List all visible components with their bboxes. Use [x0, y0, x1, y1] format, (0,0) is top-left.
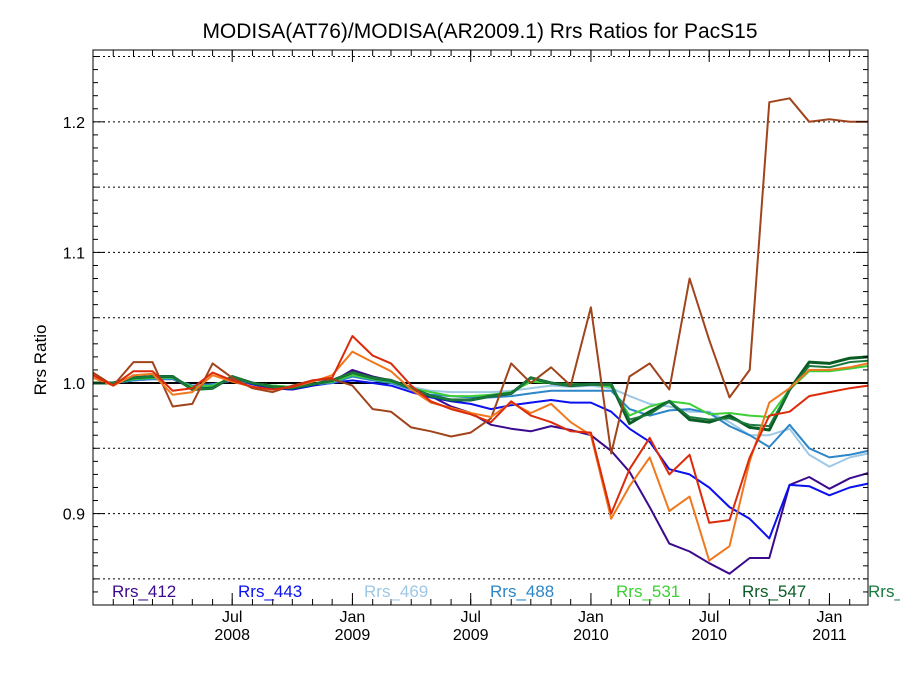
legend-item: Rrs_488 — [490, 582, 554, 601]
plot-frame — [92, 49, 869, 606]
series-line-8 — [92, 350, 869, 562]
legend-item: Rrs_412 — [112, 582, 176, 601]
y-axis-label: Rrs Ratio — [31, 325, 50, 396]
y-tick-label: 0.9 — [63, 507, 85, 524]
x-tick-year: 2009 — [453, 627, 489, 644]
series-lines — [92, 97, 869, 575]
y-tick-label: 1.2 — [63, 115, 85, 132]
legend-item: Rrs_469 — [364, 582, 428, 601]
legend-item: Rrs_555 — [868, 582, 900, 601]
x-tick-month: Jan — [340, 609, 366, 626]
x-ticks: Jul2008Jan2009Jul2009Jan2010Jul2010Jan20… — [214, 609, 846, 644]
legend: Rrs_412 Rrs_443 Rrs_469 Rrs_488 Rrs_531 Rrs_5… — [112, 582, 900, 601]
y-ticks: 0.9 1.0 1.1 1.2 — [63, 115, 85, 524]
legend-item: Rrs_531 — [616, 582, 680, 601]
series-line-0 — [93, 368, 869, 575]
x-tick-year: 2009 — [335, 627, 371, 644]
x-tick-month: Jul — [699, 609, 719, 626]
x-tick-month: Jan — [817, 609, 843, 626]
series-line-9 — [92, 335, 869, 524]
legend-item: Rrs_547 — [742, 582, 806, 601]
plot-border — [92, 49, 869, 606]
x-tick-year: 2011 — [812, 627, 847, 644]
grid — [93, 56, 868, 580]
y-tick-label: 1.1 — [63, 245, 85, 262]
x-tick-year: 2010 — [573, 627, 609, 644]
x-tick-month: Jul — [222, 609, 242, 626]
legend-item: Rrs_443 — [238, 582, 302, 601]
x-tick-year: 2008 — [214, 627, 250, 644]
y-tick-label: 1.0 — [63, 376, 85, 393]
x-tick-month: Jul — [460, 609, 480, 626]
chart-title: MODISA(AT76)/MODISA(AR2009.1) Rrs Ratios… — [202, 20, 757, 43]
x-tick-year: 2010 — [691, 627, 727, 644]
x-tick-month: Jan — [578, 609, 604, 626]
series-line-6 — [93, 359, 869, 428]
series-line-7 — [92, 97, 868, 455]
